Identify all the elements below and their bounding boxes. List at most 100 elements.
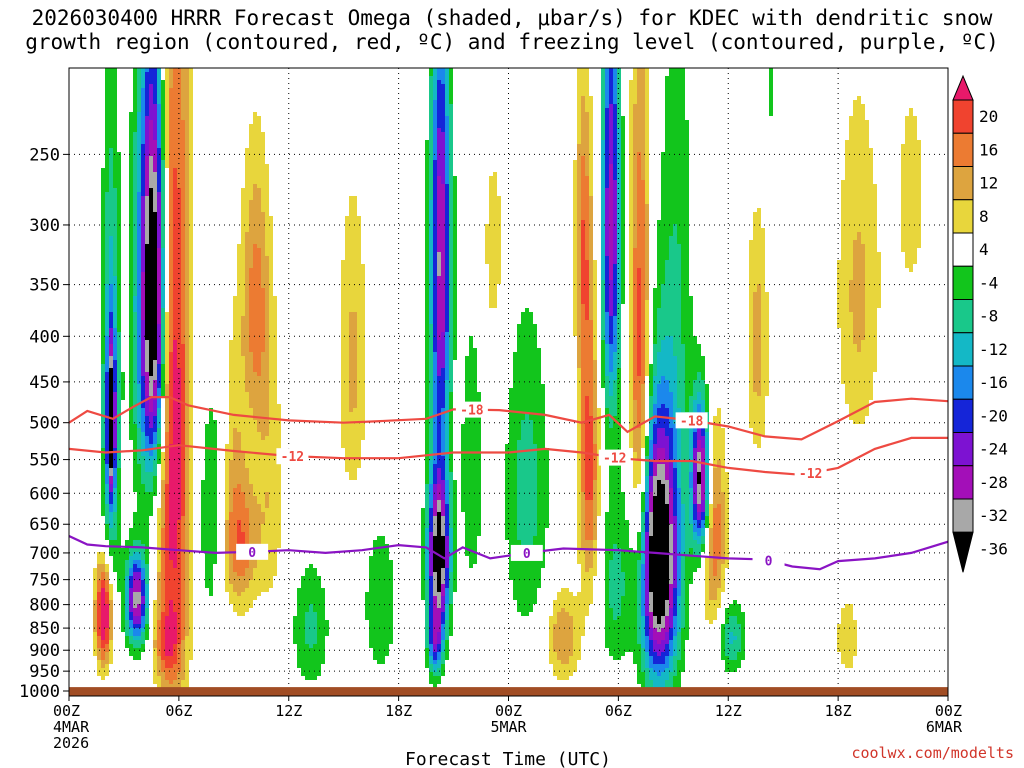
omega-cell xyxy=(609,76,613,80)
omega-cell xyxy=(585,416,593,420)
omega-cell xyxy=(181,72,189,76)
omega-cell xyxy=(445,240,449,244)
omega-cell xyxy=(865,256,881,260)
omega-cell xyxy=(445,104,449,108)
omega-cell xyxy=(649,420,653,424)
omega-cell xyxy=(429,80,433,84)
omega-cell xyxy=(605,248,609,252)
omega-cell xyxy=(185,184,189,188)
omega-cell xyxy=(429,144,433,148)
omega-cell xyxy=(233,328,241,332)
omega-cell xyxy=(185,292,189,296)
omega-cell xyxy=(633,456,637,460)
omega-cell xyxy=(509,404,545,408)
omega-cell xyxy=(425,348,429,352)
omega-cell xyxy=(429,180,433,184)
omega-cell xyxy=(865,276,881,280)
omega-cell xyxy=(433,356,437,360)
omega-cell xyxy=(141,204,145,208)
omega-cell xyxy=(181,276,185,280)
omega-cell xyxy=(521,436,533,440)
omega-cell xyxy=(429,440,433,444)
omega-cell xyxy=(661,340,673,344)
omega-cell xyxy=(677,440,681,444)
omega-cell xyxy=(617,308,621,312)
omega-cell xyxy=(437,152,445,156)
omega-cell xyxy=(601,336,605,340)
omega-cell xyxy=(181,196,185,200)
omega-cell xyxy=(233,320,241,324)
omega-cell xyxy=(489,288,497,292)
omega-cell xyxy=(589,168,593,172)
omega-cell xyxy=(489,304,497,308)
omega-cell xyxy=(637,340,641,344)
omega-cell xyxy=(445,272,449,276)
omega-cell xyxy=(581,288,589,292)
omega-cell xyxy=(577,144,589,148)
omega-cell xyxy=(449,216,453,220)
omega-cell xyxy=(249,284,261,288)
omega-cell xyxy=(609,464,621,468)
omega-cell xyxy=(173,388,181,392)
omega-cell xyxy=(101,304,105,308)
omega-cell xyxy=(641,364,645,368)
omega-cell xyxy=(345,216,361,220)
omega-cell xyxy=(577,428,581,432)
omega-cell xyxy=(633,340,637,344)
omega-cell xyxy=(129,380,133,384)
omega-cell xyxy=(105,412,109,416)
omega-cell xyxy=(581,440,585,444)
omega-cell xyxy=(189,272,193,276)
omega-cell xyxy=(449,204,453,208)
omega-cell xyxy=(609,216,613,220)
omega-cell xyxy=(189,252,193,256)
omega-cell xyxy=(601,332,605,336)
omega-cell xyxy=(633,260,645,264)
omega-cell xyxy=(837,312,853,316)
omega-cell xyxy=(573,332,577,336)
omega-cell xyxy=(109,168,113,172)
omega-cell xyxy=(245,364,253,368)
omega-cell xyxy=(153,424,157,428)
omega-cell xyxy=(449,208,453,212)
omega-cell xyxy=(253,368,261,372)
omega-cell xyxy=(629,240,633,244)
omega-cell xyxy=(169,284,173,288)
omega-cell xyxy=(153,128,157,132)
omega-cell xyxy=(449,196,453,200)
omega-cell xyxy=(437,232,445,236)
omega-cell xyxy=(145,360,149,364)
omega-cell xyxy=(137,248,141,252)
omega-cell xyxy=(153,368,157,372)
omega-cell xyxy=(601,344,605,348)
omega-cell xyxy=(229,412,253,416)
omega-cell xyxy=(113,252,117,256)
omega-cell xyxy=(149,160,153,164)
omega-cell xyxy=(173,288,181,292)
omega-cell xyxy=(593,260,597,264)
omega-cell xyxy=(429,460,433,464)
omega-cell xyxy=(161,300,165,304)
omega-cell xyxy=(425,280,429,284)
omega-cell xyxy=(605,256,609,260)
omega-cell xyxy=(437,180,441,184)
omega-cell xyxy=(133,192,137,196)
omega-cell xyxy=(449,400,453,404)
omega-cell xyxy=(861,348,877,352)
omega-cell xyxy=(641,400,645,404)
omega-cell xyxy=(137,280,141,284)
omega-cell xyxy=(633,288,637,292)
omega-cell xyxy=(429,464,433,468)
omega-cell xyxy=(633,384,641,388)
omega-cell xyxy=(181,416,185,420)
omega-cell xyxy=(581,308,585,312)
omega-cell xyxy=(113,292,117,296)
omega-cell xyxy=(157,108,161,112)
omega-cell xyxy=(169,72,173,76)
omega-cell xyxy=(633,152,637,156)
omega-cell xyxy=(241,324,249,328)
omega-cell xyxy=(129,216,133,220)
omega-cell xyxy=(165,112,169,116)
omega-cell xyxy=(629,176,633,180)
omega-cell xyxy=(105,428,109,432)
